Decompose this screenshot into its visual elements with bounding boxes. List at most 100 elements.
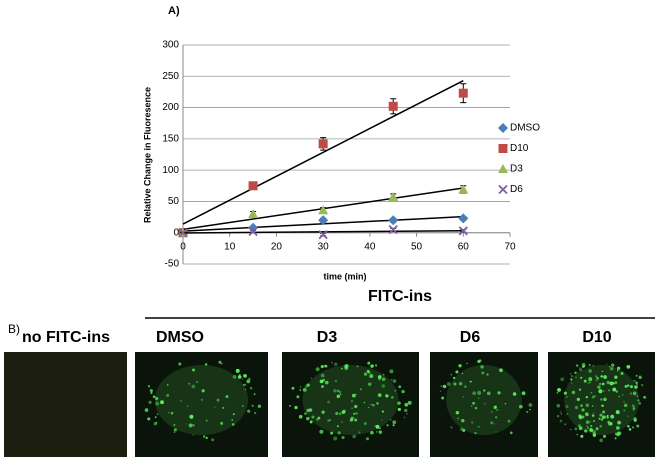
speckle xyxy=(585,395,588,399)
speckle xyxy=(205,419,208,422)
speckle xyxy=(601,404,604,407)
speckle xyxy=(581,365,585,369)
speckle xyxy=(144,408,149,412)
speckle xyxy=(341,421,343,423)
speckle xyxy=(565,395,568,398)
speckle xyxy=(403,416,406,419)
speckle xyxy=(398,385,402,389)
speckle xyxy=(327,400,330,404)
point xyxy=(388,224,398,235)
point xyxy=(388,192,399,202)
speckle xyxy=(477,359,481,363)
speckle xyxy=(235,368,240,373)
point xyxy=(178,228,188,238)
speckle xyxy=(339,393,342,396)
panel-b-label: B) xyxy=(8,322,20,336)
speckle xyxy=(246,379,251,384)
speckle xyxy=(152,395,156,399)
speckle xyxy=(617,420,621,425)
speckle xyxy=(592,433,597,437)
speckle xyxy=(477,425,480,428)
panel-a-label: A) xyxy=(168,5,180,17)
speckle xyxy=(457,417,459,420)
speckle xyxy=(462,428,466,432)
speckle xyxy=(453,376,456,380)
point xyxy=(498,144,508,153)
x-tick-label: 30 xyxy=(318,241,330,252)
speckle xyxy=(588,369,592,373)
speckle xyxy=(576,433,579,436)
point xyxy=(458,226,468,236)
speckle xyxy=(336,389,340,393)
speckle xyxy=(220,421,224,425)
speckle xyxy=(304,385,308,388)
speckle xyxy=(180,400,182,402)
speckle xyxy=(324,364,328,368)
speckle xyxy=(606,363,608,365)
speckle xyxy=(192,368,196,372)
speckle xyxy=(595,427,599,431)
speckle xyxy=(606,414,609,417)
speckle xyxy=(592,412,595,414)
x-tick-label: 70 xyxy=(504,241,516,252)
speckle xyxy=(559,419,563,423)
speckle xyxy=(389,369,394,374)
micrograph xyxy=(4,352,127,457)
speckle xyxy=(397,401,401,405)
speckle xyxy=(242,405,244,407)
speckle xyxy=(353,412,356,415)
speckle xyxy=(469,380,471,383)
speckle xyxy=(609,367,614,371)
speckle xyxy=(374,364,378,367)
point xyxy=(498,123,508,133)
speckle xyxy=(156,413,159,415)
speckle xyxy=(308,408,313,412)
speckle xyxy=(633,417,637,421)
speckle xyxy=(586,405,588,407)
speckle xyxy=(249,386,253,390)
speckle xyxy=(631,404,635,408)
speckle xyxy=(251,404,254,407)
speckle xyxy=(304,412,307,416)
speckle xyxy=(606,380,610,385)
speckle xyxy=(496,408,499,412)
y-tick-label: 300 xyxy=(162,40,179,51)
speckle xyxy=(392,424,395,427)
speckle xyxy=(289,404,292,407)
speckle xyxy=(583,379,587,383)
micrographs: no FITC-ins DMSO D3 D6 D10 xyxy=(4,329,655,457)
speckle xyxy=(528,403,533,407)
speckle xyxy=(578,415,583,420)
speckle xyxy=(470,405,473,408)
speckle xyxy=(370,404,372,406)
speckle xyxy=(331,361,333,364)
speckle xyxy=(589,424,593,428)
legend-label: D3 xyxy=(510,164,523,175)
speckle xyxy=(216,398,220,402)
speckle xyxy=(560,413,563,415)
point xyxy=(318,229,328,240)
speckle xyxy=(556,391,559,394)
speckle xyxy=(614,437,617,440)
speckle xyxy=(160,400,164,405)
speckle xyxy=(155,421,158,424)
speckle xyxy=(635,374,638,377)
speckle xyxy=(599,413,603,417)
speckle xyxy=(150,391,153,395)
speckle xyxy=(397,407,401,412)
speckle xyxy=(327,419,330,422)
speckle xyxy=(570,379,573,381)
speckle xyxy=(231,419,234,421)
speckle xyxy=(319,379,324,384)
speckle xyxy=(191,384,196,389)
speckle xyxy=(603,375,608,379)
speckle xyxy=(253,393,256,395)
speckle xyxy=(225,395,229,398)
panel-label: DMSO xyxy=(156,329,204,346)
speckle xyxy=(442,384,447,389)
speckle xyxy=(486,373,489,376)
point xyxy=(248,181,258,191)
speckle xyxy=(606,416,609,419)
speckle xyxy=(154,416,157,419)
speckle xyxy=(401,389,405,394)
